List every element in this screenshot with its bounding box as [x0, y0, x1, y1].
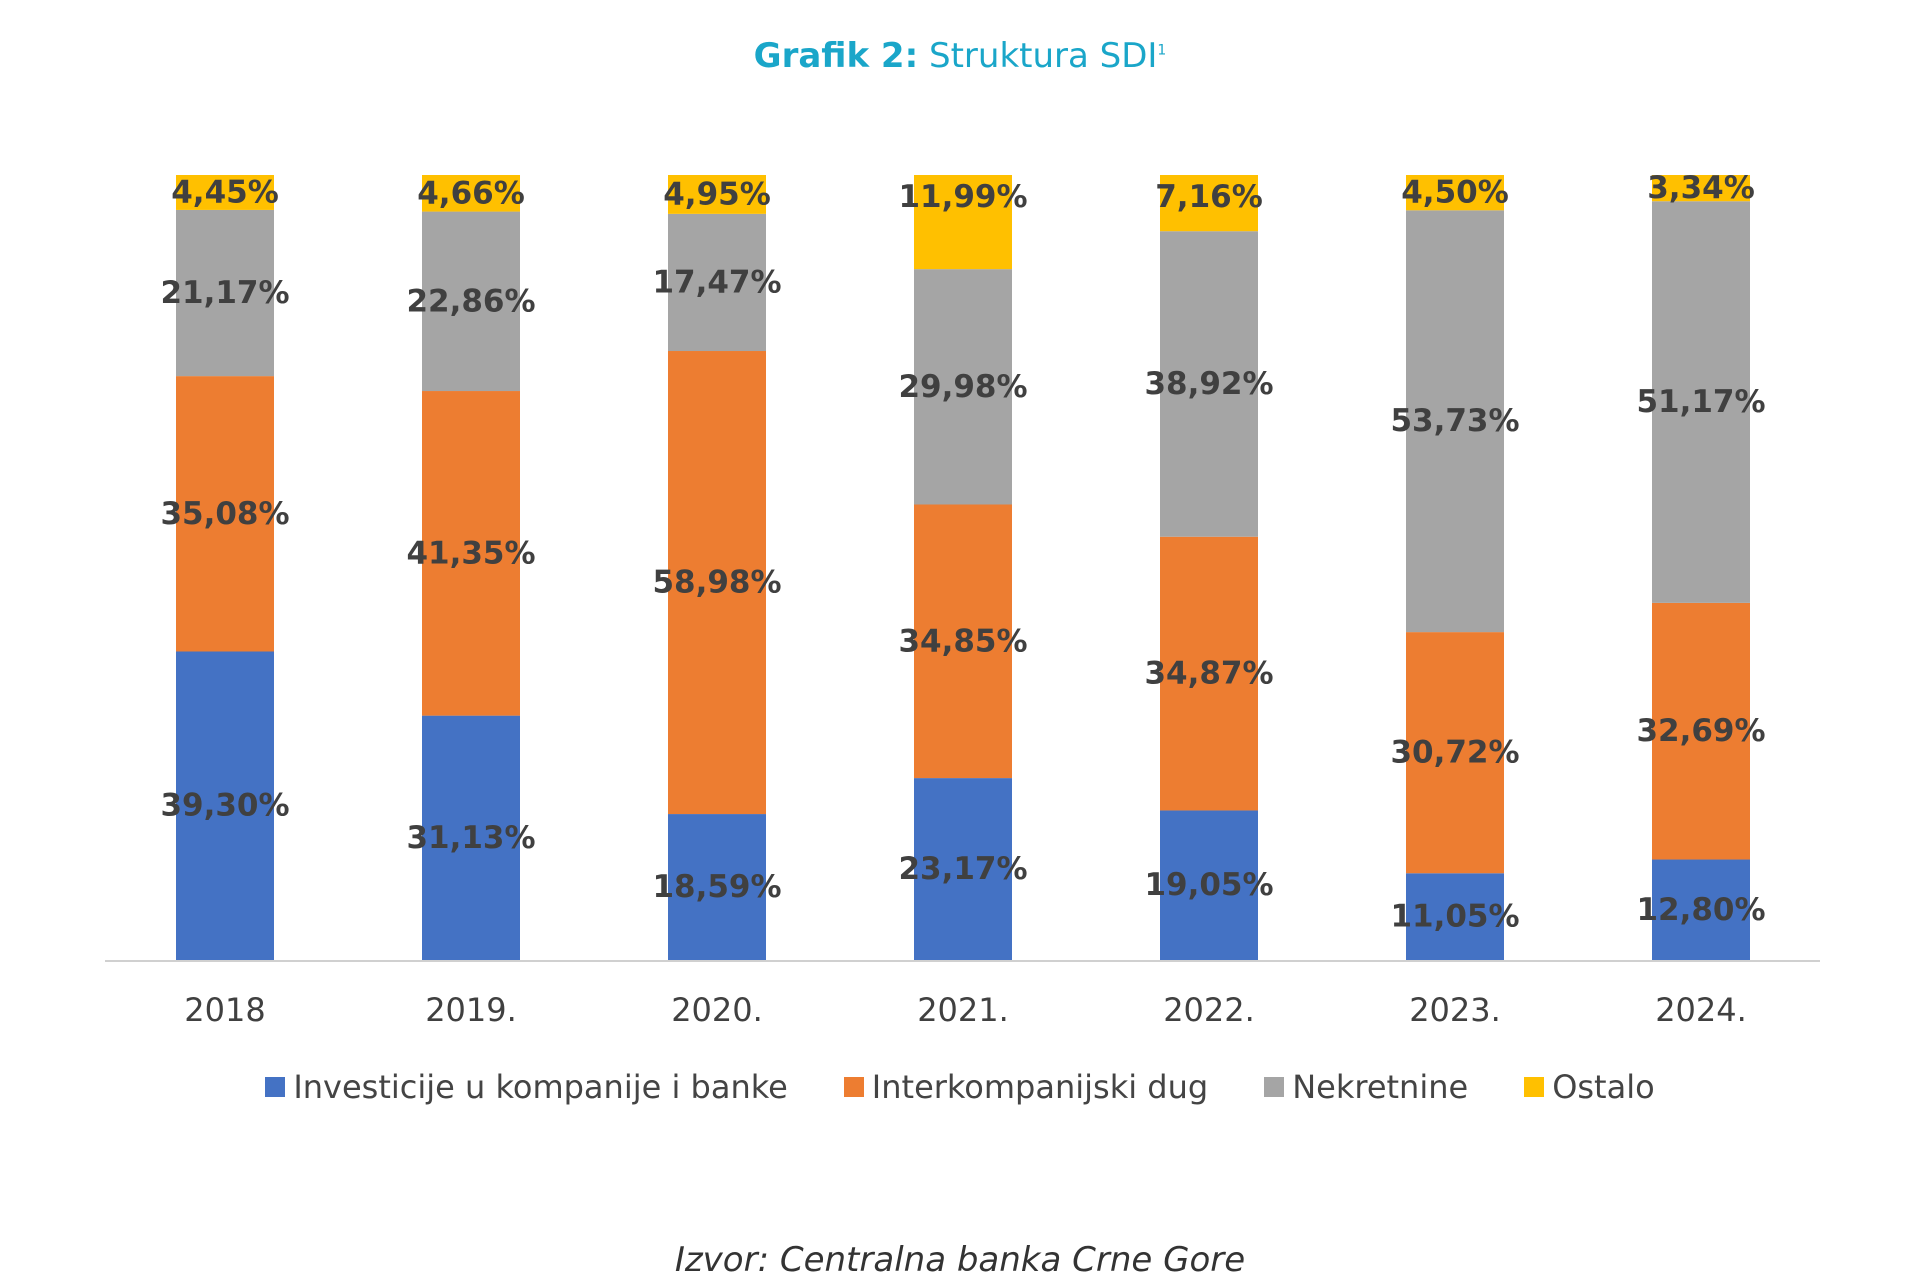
x-tick-label: 2024. — [1655, 991, 1747, 1029]
bar-segment — [176, 209, 274, 377]
data-label: 53,73% — [1390, 403, 1519, 439]
bar-segment — [1652, 201, 1750, 603]
bar-segment — [422, 391, 520, 716]
data-label: 32,69% — [1636, 713, 1765, 749]
data-label: 35,08% — [160, 496, 289, 532]
bar-segment — [1160, 810, 1258, 960]
data-label: 41,35% — [406, 535, 535, 571]
stacked-bar-chart: 39,30% 35,08% 21,17% 4,45% 2018 31,13% 41,35% 2… — [105, 170, 1820, 1029]
source-note: Izvor: Centralna banka Crne Gore — [674, 1240, 1246, 1280]
bar-segment — [1652, 602, 1750, 860]
legend-item-nekretnine: Nekretnine — [1264, 1068, 1468, 1106]
x-tick-label: 2022. — [1163, 991, 1255, 1029]
bar-segment — [1406, 873, 1504, 960]
data-label: 34,85% — [898, 623, 1027, 659]
bar-segment — [1652, 859, 1750, 960]
data-label: 12,80% — [1636, 892, 1765, 928]
data-label: 21,17% — [160, 275, 289, 311]
legend-item-ostalo: Ostalo — [1524, 1068, 1655, 1106]
legend-label: Ostalo — [1552, 1068, 1655, 1106]
bar-segment — [176, 175, 274, 210]
x-tick-label: 2020. — [671, 991, 763, 1029]
bar-segment — [668, 351, 766, 815]
data-label: 34,87% — [1144, 656, 1273, 692]
chart-legend: Investicije u kompanije i banke Interkom… — [0, 1068, 1920, 1106]
bar-segment — [1160, 231, 1258, 537]
data-label: 3,34% — [1647, 170, 1755, 206]
bar-segment — [422, 175, 520, 212]
x-tick-label: 2023. — [1409, 991, 1501, 1029]
legend-label: Investicije u kompanije i banke — [293, 1068, 788, 1106]
data-label: 11,99% — [898, 179, 1027, 215]
data-label: 4,66% — [417, 175, 525, 211]
bar-segment — [422, 715, 520, 960]
data-label: 38,92% — [1144, 366, 1273, 402]
bar-segment — [176, 376, 274, 652]
data-label: 31,13% — [406, 820, 535, 856]
data-label: 30,72% — [1390, 735, 1519, 771]
x-tick-label: 2021. — [917, 991, 1009, 1029]
chart-title-footnote: 1 — [1157, 42, 1167, 59]
bar-segment — [914, 504, 1012, 779]
bar-segment — [668, 814, 766, 960]
data-label: 11,05% — [1390, 899, 1519, 935]
legend-swatch — [265, 1077, 286, 1097]
data-label: 58,98% — [652, 565, 781, 601]
data-label: 19,05% — [1144, 867, 1273, 903]
legend-swatch — [843, 1077, 864, 1097]
bar-segment — [1406, 632, 1504, 874]
data-label: 18,59% — [652, 869, 781, 905]
data-label: 29,98% — [898, 369, 1027, 405]
bar-segment — [1160, 175, 1258, 232]
data-label: 22,86% — [406, 283, 535, 319]
legend-item-investicije: Investicije u kompanije i banke — [265, 1068, 788, 1106]
chart-title-text: Struktura SDI — [929, 36, 1158, 76]
bar-segment — [668, 213, 766, 352]
bar-segment — [1406, 210, 1504, 633]
legend-swatch — [1264, 1077, 1285, 1097]
legend-label: Nekretnine — [1292, 1068, 1469, 1106]
chart-title-label: Grafik 2: — [753, 36, 919, 76]
data-label: 7,16% — [1155, 179, 1263, 215]
bar-segment — [1652, 175, 1750, 202]
data-label: 4,50% — [1401, 175, 1509, 211]
legend-item-interkompanijski-dug: Interkompanijski dug — [843, 1068, 1209, 1106]
legend-swatch — [1524, 1077, 1545, 1097]
data-label: 39,30% — [160, 788, 289, 824]
data-label: 51,17% — [1636, 384, 1765, 420]
x-tick-label: 2019. — [425, 991, 517, 1029]
bar-segment — [668, 175, 766, 214]
bar-segment — [1406, 175, 1504, 211]
bar-segment — [914, 175, 1012, 270]
data-label: 4,95% — [663, 176, 771, 212]
data-label: 23,17% — [898, 851, 1027, 887]
chart-title: Grafik 2: Struktura SDI1 — [0, 36, 1920, 76]
bar-segment — [914, 269, 1012, 505]
data-label: 17,47% — [652, 264, 781, 300]
bar-segment — [422, 211, 520, 392]
data-label: 4,45% — [171, 174, 279, 210]
bar-segment — [914, 778, 1012, 960]
bar-segment — [176, 651, 274, 960]
legend-label: Interkompanijski dug — [871, 1068, 1209, 1106]
bar-segment — [1160, 536, 1258, 811]
x-tick-label: 2018 — [184, 991, 265, 1029]
